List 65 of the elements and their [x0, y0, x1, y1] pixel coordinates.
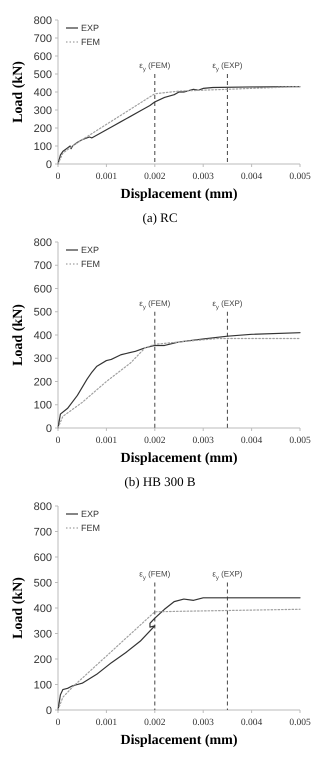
y-tick-label: 200	[34, 654, 52, 666]
y-tick-label: 0	[46, 158, 52, 171]
y-tick-label: 300	[34, 104, 52, 117]
ref-line-label: ε$_{y}$ (FEM)	[139, 298, 171, 311]
y-tick-label: 500	[34, 68, 52, 81]
y-tick-label: 100	[34, 400, 52, 412]
y-tick-label: 400	[34, 86, 52, 99]
legend-label: EXP	[81, 245, 100, 256]
x-tick-label: 0.005	[289, 436, 311, 446]
y-tick-label: 0	[46, 704, 52, 717]
y-tick-label: 700	[34, 260, 52, 272]
y-tick-label: 100	[34, 679, 52, 692]
x-tick-label: 0.001	[96, 718, 118, 728]
x-tick-label: 0.002	[144, 172, 166, 182]
x-axis-title: Displacement (mm)	[120, 451, 238, 466]
ref-line-label: ε$_{y}$ (EXP)	[212, 298, 243, 311]
x-axis-title: Displacement (mm)	[120, 733, 238, 748]
x-tick-label: 0.004	[240, 172, 263, 182]
y-tick-label: 200	[34, 376, 52, 388]
ref-line-label: ε$_{y}$ (FEM)	[139, 570, 171, 582]
y-tick-label: 800	[34, 14, 52, 27]
legend-label: EXP	[81, 509, 100, 520]
y-tick-label: 300	[34, 628, 52, 640]
y-tick-label: 700	[34, 526, 52, 538]
y-axis-title: Load (kN)	[11, 304, 26, 366]
y-tick-label: 600	[34, 552, 52, 564]
x-tick-label: 0.003	[192, 172, 214, 182]
y-tick-label: 300	[34, 353, 52, 366]
x-axis-title: Displacement (mm)	[120, 187, 238, 202]
y-tick-label: 600	[34, 50, 52, 63]
y-axis-title: Load (kN)	[11, 576, 26, 639]
y-tick-label: 200	[34, 122, 52, 135]
x-tick-label: 0	[56, 718, 61, 728]
y-tick-label: 700	[34, 32, 52, 45]
y-tick-label: 500	[34, 577, 52, 590]
y-tick-label: 500	[34, 306, 52, 319]
legend-label: FEM	[81, 37, 100, 48]
y-tick-label: 100	[34, 140, 52, 153]
y-tick-label: 800	[34, 236, 52, 249]
legend-label: FEM	[81, 259, 100, 270]
x-tick-label: 0.003	[192, 718, 214, 728]
text: (b) HB 300 B	[124, 474, 196, 489]
x-tick-label: 0.002	[144, 718, 166, 728]
x-tick-label: 0.002	[144, 436, 166, 446]
x-tick-label: 0.004	[240, 436, 263, 446]
y-tick-label: 600	[34, 283, 52, 296]
y-tick-label: 400	[34, 602, 52, 615]
y-tick-label: 0	[46, 422, 52, 435]
x-tick-label: 0.004	[240, 718, 263, 728]
legend-label: FEM	[81, 523, 100, 534]
x-tick-label: 0	[56, 172, 61, 182]
y-tick-label: 800	[34, 500, 52, 513]
y-axis-title: Load (kN)	[11, 60, 26, 123]
x-tick-label: 0	[56, 436, 61, 446]
ref-line-label: ε$_{y}$ (FEM)	[139, 61, 171, 73]
y-tick-label: 400	[34, 330, 52, 342]
x-tick-label: 0.001	[96, 172, 118, 182]
x-tick-label: 0.003	[192, 436, 214, 446]
ref-line-label: ε$_{y}$ (EXP)	[212, 570, 243, 582]
x-tick-label: 0.005	[289, 172, 311, 182]
text: (a) RC	[142, 210, 178, 225]
x-tick-label: 0.005	[289, 718, 311, 728]
x-tick-label: 0.001	[96, 436, 118, 446]
legend-label: EXP	[81, 23, 100, 34]
ref-line-label: ε$_{y}$ (EXP)	[212, 61, 243, 73]
